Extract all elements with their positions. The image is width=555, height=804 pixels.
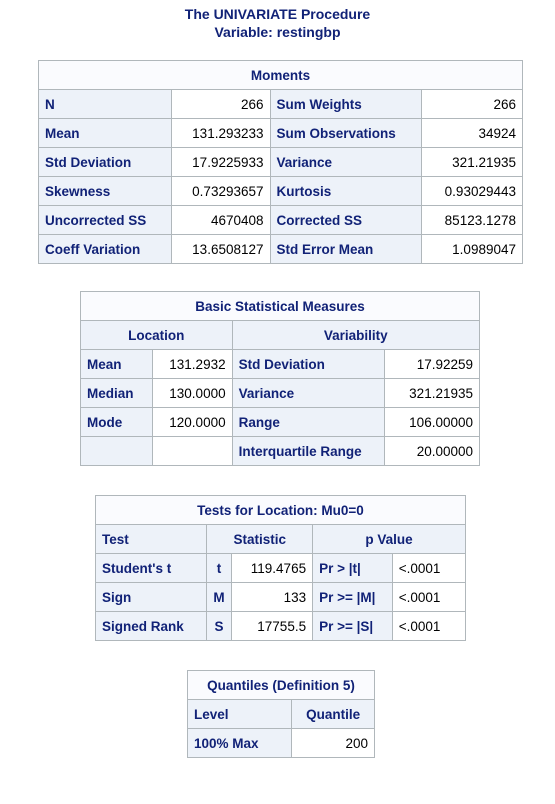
procedure-title: The UNIVARIATE Procedure [184, 6, 371, 22]
row-header: Median [80, 378, 153, 408]
row-header: Skewness [38, 176, 172, 206]
row-header: Student's t [94, 553, 208, 583]
cell-value: 13.6508127 [170, 234, 271, 264]
cell-value: 130.0000 [151, 378, 233, 408]
row-header: Mean [38, 118, 172, 148]
quantiles-caption: Quantiles (Definition 5) [187, 670, 375, 700]
cell-value: 1.0989047 [421, 234, 523, 264]
row-header: Variance [231, 378, 386, 408]
cell-value: 0.73293657 [170, 176, 271, 206]
row-header: Range [231, 407, 386, 437]
row-header: N [38, 89, 172, 119]
cell-value: 131.293233 [170, 118, 271, 148]
basic-measures-table: Basic Statistical Measures Location Vari… [80, 291, 481, 466]
basic-caption: Basic Statistical Measures [80, 291, 480, 321]
row-header: Mode [80, 407, 153, 437]
row-header: Corrected SS [269, 205, 423, 235]
row-header: Interquartile Range [231, 436, 386, 466]
statistic-header: Statistic [206, 524, 314, 554]
cell-value: 266 [421, 89, 523, 119]
stat-symbol: S [206, 611, 232, 641]
row-header: 100% Max [186, 728, 293, 758]
table-row: 100% Max 200 [186, 728, 375, 758]
cell-value: <.0001 [391, 553, 467, 583]
cell-value: 120.0000 [151, 407, 233, 437]
cell-value: <.0001 [391, 582, 467, 612]
row-header: Kurtosis [269, 176, 423, 206]
row-header: Std Error Mean [269, 234, 423, 264]
cell-value: 34924 [421, 118, 523, 148]
cell-value: 17.9225933 [170, 147, 271, 177]
test-header: Test [94, 524, 208, 554]
variability-header: Variability [231, 320, 481, 350]
quantile-header: Quantile [291, 699, 375, 729]
pvalue-header: p Value [312, 524, 466, 554]
tests-location-table: Tests for Location: Mu0=0 Test Statistic… [94, 495, 467, 641]
stat-symbol: t [206, 553, 232, 583]
table-row: Interquartile Range 20.00000 [80, 436, 480, 466]
cell-value: 119.4765 [230, 553, 314, 583]
table-row: N 266 Sum Weights 266 [38, 89, 523, 119]
row-header: Uncorrected SS [38, 205, 172, 235]
row-header: Sign [94, 582, 208, 612]
table-row: Skewness 0.73293657 Kurtosis 0.93029443 [38, 176, 523, 206]
cell-value: 20.00000 [384, 436, 480, 466]
cell-value: 321.21935 [421, 147, 523, 177]
pvalue-label: Pr >= |S| [312, 611, 393, 641]
row-header: Coeff Variation [38, 234, 172, 264]
moments-caption: Moments [38, 60, 523, 90]
row-header: Mean [80, 349, 153, 379]
cell-value: 4670408 [170, 205, 271, 235]
row-header: Std Deviation [231, 349, 386, 379]
row-header: Variance [269, 147, 423, 177]
row-header [80, 436, 153, 466]
pvalue-label: Pr > |t| [312, 553, 393, 583]
cell-value: 131.2932 [151, 349, 233, 379]
table-row: Coeff Variation 13.6508127 Std Error Mea… [38, 234, 523, 264]
pvalue-label: Pr >= |M| [312, 582, 393, 612]
cell-value: 0.93029443 [421, 176, 523, 206]
cell-value: 17755.5 [230, 611, 314, 641]
cell-value: 106.00000 [384, 407, 480, 437]
table-row: Mode 120.0000 Range 106.00000 [80, 407, 480, 437]
table-row: Uncorrected SS 4670408 Corrected SS 8512… [38, 205, 523, 235]
table-row: Signed Rank S 17755.5 Pr >= |S| <.0001 [94, 611, 467, 641]
row-header: Std Deviation [38, 147, 172, 177]
table-row: Student's t t 119.4765 Pr > |t| <.0001 [94, 553, 467, 583]
quantiles-table: Quantiles (Definition 5) Level Quantile … [186, 670, 375, 758]
location-header: Location [80, 320, 233, 350]
level-header: Level [186, 699, 293, 729]
row-header: Signed Rank [94, 611, 208, 641]
cell-value: 133 [230, 582, 314, 612]
row-header: Sum Weights [269, 89, 423, 119]
cell-value: 266 [170, 89, 271, 119]
cell-value [151, 436, 233, 466]
cell-value: <.0001 [391, 611, 467, 641]
table-row: Median 130.0000 Variance 321.21935 [80, 378, 480, 408]
row-header: Sum Observations [269, 118, 423, 148]
cell-value: 321.21935 [384, 378, 480, 408]
cell-value: 85123.1278 [421, 205, 523, 235]
table-row: Std Deviation 17.9225933 Variance 321.21… [38, 147, 523, 177]
variable-title: Variable: restingbp [214, 24, 341, 40]
tests-caption: Tests for Location: Mu0=0 [95, 495, 466, 525]
cell-value: 200 [291, 728, 375, 758]
table-row: Mean 131.293233 Sum Observations 34924 [38, 118, 523, 148]
moments-table: Moments N 266 Sum Weights 266 Mean 131.2… [38, 60, 523, 264]
stat-symbol: M [206, 582, 232, 612]
cell-value: 17.92259 [384, 349, 480, 379]
table-row: Sign M 133 Pr >= |M| <.0001 [94, 582, 467, 612]
table-row: Mean 131.2932 Std Deviation 17.92259 [80, 349, 480, 379]
